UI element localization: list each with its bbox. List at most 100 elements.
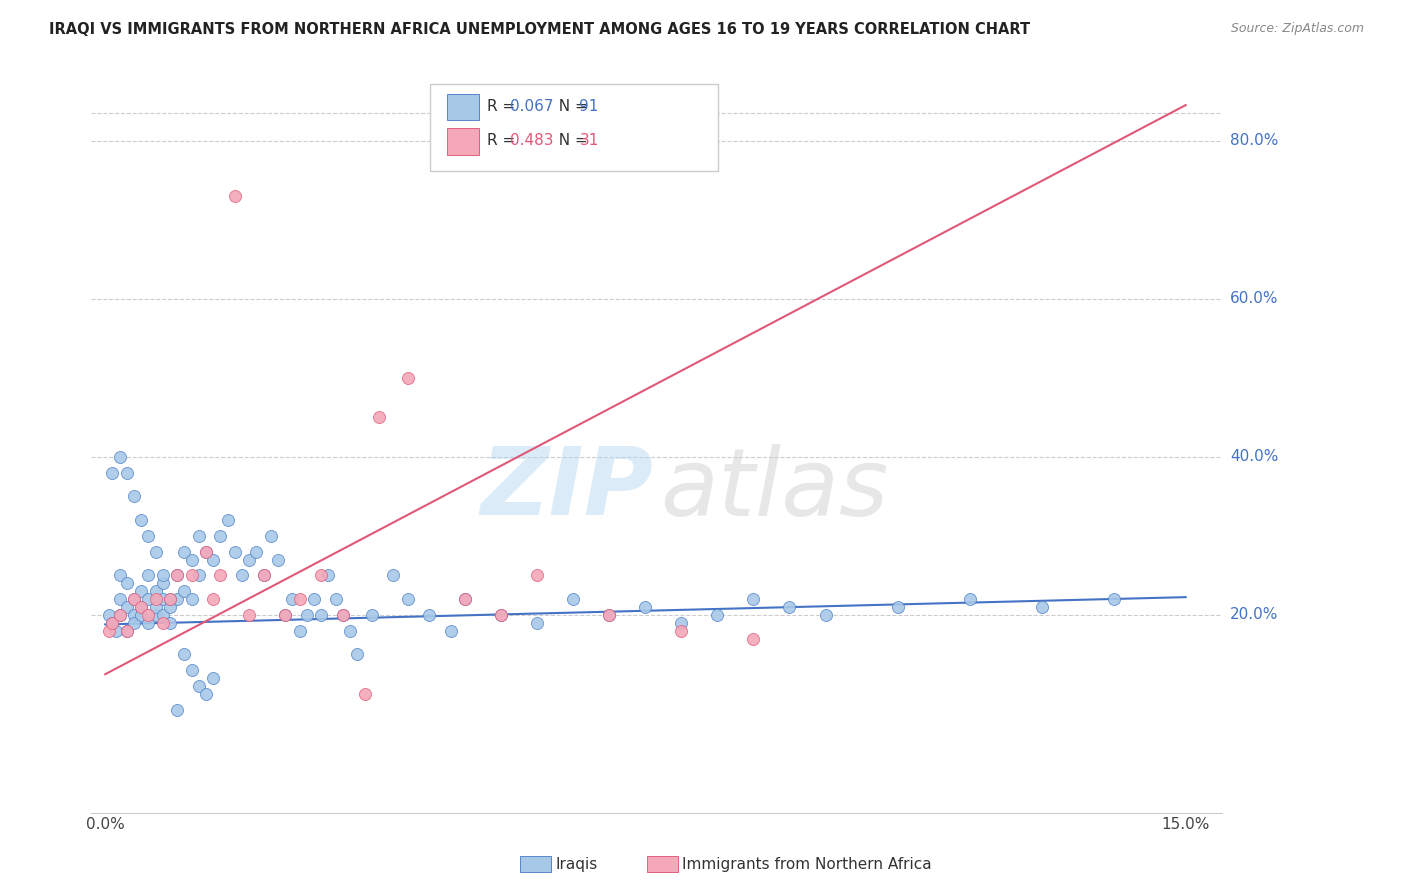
Point xyxy=(202,592,225,607)
Point xyxy=(779,600,801,615)
Point xyxy=(440,624,463,638)
Text: N =: N = xyxy=(548,133,592,148)
FancyBboxPatch shape xyxy=(447,128,478,154)
Point xyxy=(886,600,908,615)
Point xyxy=(101,615,124,630)
Point xyxy=(418,607,440,622)
Point xyxy=(382,568,405,582)
Point xyxy=(108,450,131,464)
Point xyxy=(115,600,138,615)
Point xyxy=(281,592,304,607)
Point xyxy=(253,568,276,582)
Point xyxy=(217,513,239,527)
Text: 0.067: 0.067 xyxy=(510,99,554,113)
Point xyxy=(152,615,174,630)
Point xyxy=(295,607,318,622)
Point xyxy=(122,489,145,503)
FancyBboxPatch shape xyxy=(430,84,718,170)
Point xyxy=(396,592,419,607)
Point xyxy=(152,576,174,591)
Point xyxy=(325,592,347,607)
Point xyxy=(267,552,290,566)
Text: R =: R = xyxy=(486,99,520,113)
Point xyxy=(253,568,276,582)
Point xyxy=(108,607,131,622)
Text: Iraqis: Iraqis xyxy=(555,857,598,871)
Point xyxy=(115,576,138,591)
Point xyxy=(1102,592,1125,607)
Point xyxy=(138,529,160,543)
Point xyxy=(138,568,160,582)
Point xyxy=(108,607,131,622)
Point xyxy=(742,632,765,646)
Point xyxy=(129,584,152,599)
Point xyxy=(115,624,138,638)
Point xyxy=(353,687,375,701)
Point xyxy=(209,529,232,543)
Point xyxy=(180,663,202,677)
Point xyxy=(360,607,382,622)
Point xyxy=(526,568,548,582)
Point xyxy=(159,615,181,630)
Point xyxy=(339,624,361,638)
Point xyxy=(209,568,232,582)
Text: IRAQI VS IMMIGRANTS FROM NORTHERN AFRICA UNEMPLOYMENT AMONG AGES 16 TO 19 YEARS : IRAQI VS IMMIGRANTS FROM NORTHERN AFRICA… xyxy=(49,22,1031,37)
Point xyxy=(598,607,620,622)
Point xyxy=(166,592,188,607)
Point xyxy=(105,624,128,638)
Text: 91: 91 xyxy=(579,99,599,113)
Text: 31: 31 xyxy=(579,133,599,148)
Text: N =: N = xyxy=(548,99,592,113)
Point xyxy=(145,607,167,622)
Text: 0.483: 0.483 xyxy=(510,133,554,148)
Point xyxy=(187,679,209,693)
Point xyxy=(260,529,283,543)
Point xyxy=(108,592,131,607)
Point xyxy=(202,552,225,566)
Text: 80.0%: 80.0% xyxy=(1230,133,1278,148)
Point xyxy=(959,592,981,607)
Point xyxy=(311,568,333,582)
Point xyxy=(814,607,837,622)
Point xyxy=(152,568,174,582)
Point xyxy=(224,544,246,558)
Point xyxy=(274,607,297,622)
Point xyxy=(187,568,209,582)
FancyBboxPatch shape xyxy=(447,94,478,120)
Point xyxy=(115,466,138,480)
Point xyxy=(173,584,195,599)
Point xyxy=(173,544,195,558)
Text: 60.0%: 60.0% xyxy=(1230,292,1278,306)
Point xyxy=(224,189,246,203)
Point xyxy=(159,592,181,607)
Point xyxy=(396,371,419,385)
Point xyxy=(138,592,160,607)
Point xyxy=(454,592,477,607)
Point xyxy=(152,607,174,622)
Point xyxy=(173,648,195,662)
Point xyxy=(671,624,693,638)
Point xyxy=(145,544,167,558)
Point xyxy=(97,624,120,638)
Point xyxy=(195,544,218,558)
Point xyxy=(195,687,218,701)
Point xyxy=(318,568,340,582)
Point xyxy=(138,607,160,622)
Point xyxy=(238,552,260,566)
Point xyxy=(138,615,160,630)
Point xyxy=(302,592,325,607)
Point xyxy=(152,592,174,607)
Point xyxy=(187,529,209,543)
Point xyxy=(491,607,513,622)
Point xyxy=(122,607,145,622)
Point xyxy=(598,607,620,622)
Point xyxy=(238,607,260,622)
Point xyxy=(706,607,728,622)
Point xyxy=(180,568,202,582)
Point xyxy=(97,607,120,622)
Text: 40.0%: 40.0% xyxy=(1230,450,1278,465)
Point xyxy=(491,607,513,622)
Point xyxy=(195,544,218,558)
Point xyxy=(122,615,145,630)
Point xyxy=(202,671,225,685)
